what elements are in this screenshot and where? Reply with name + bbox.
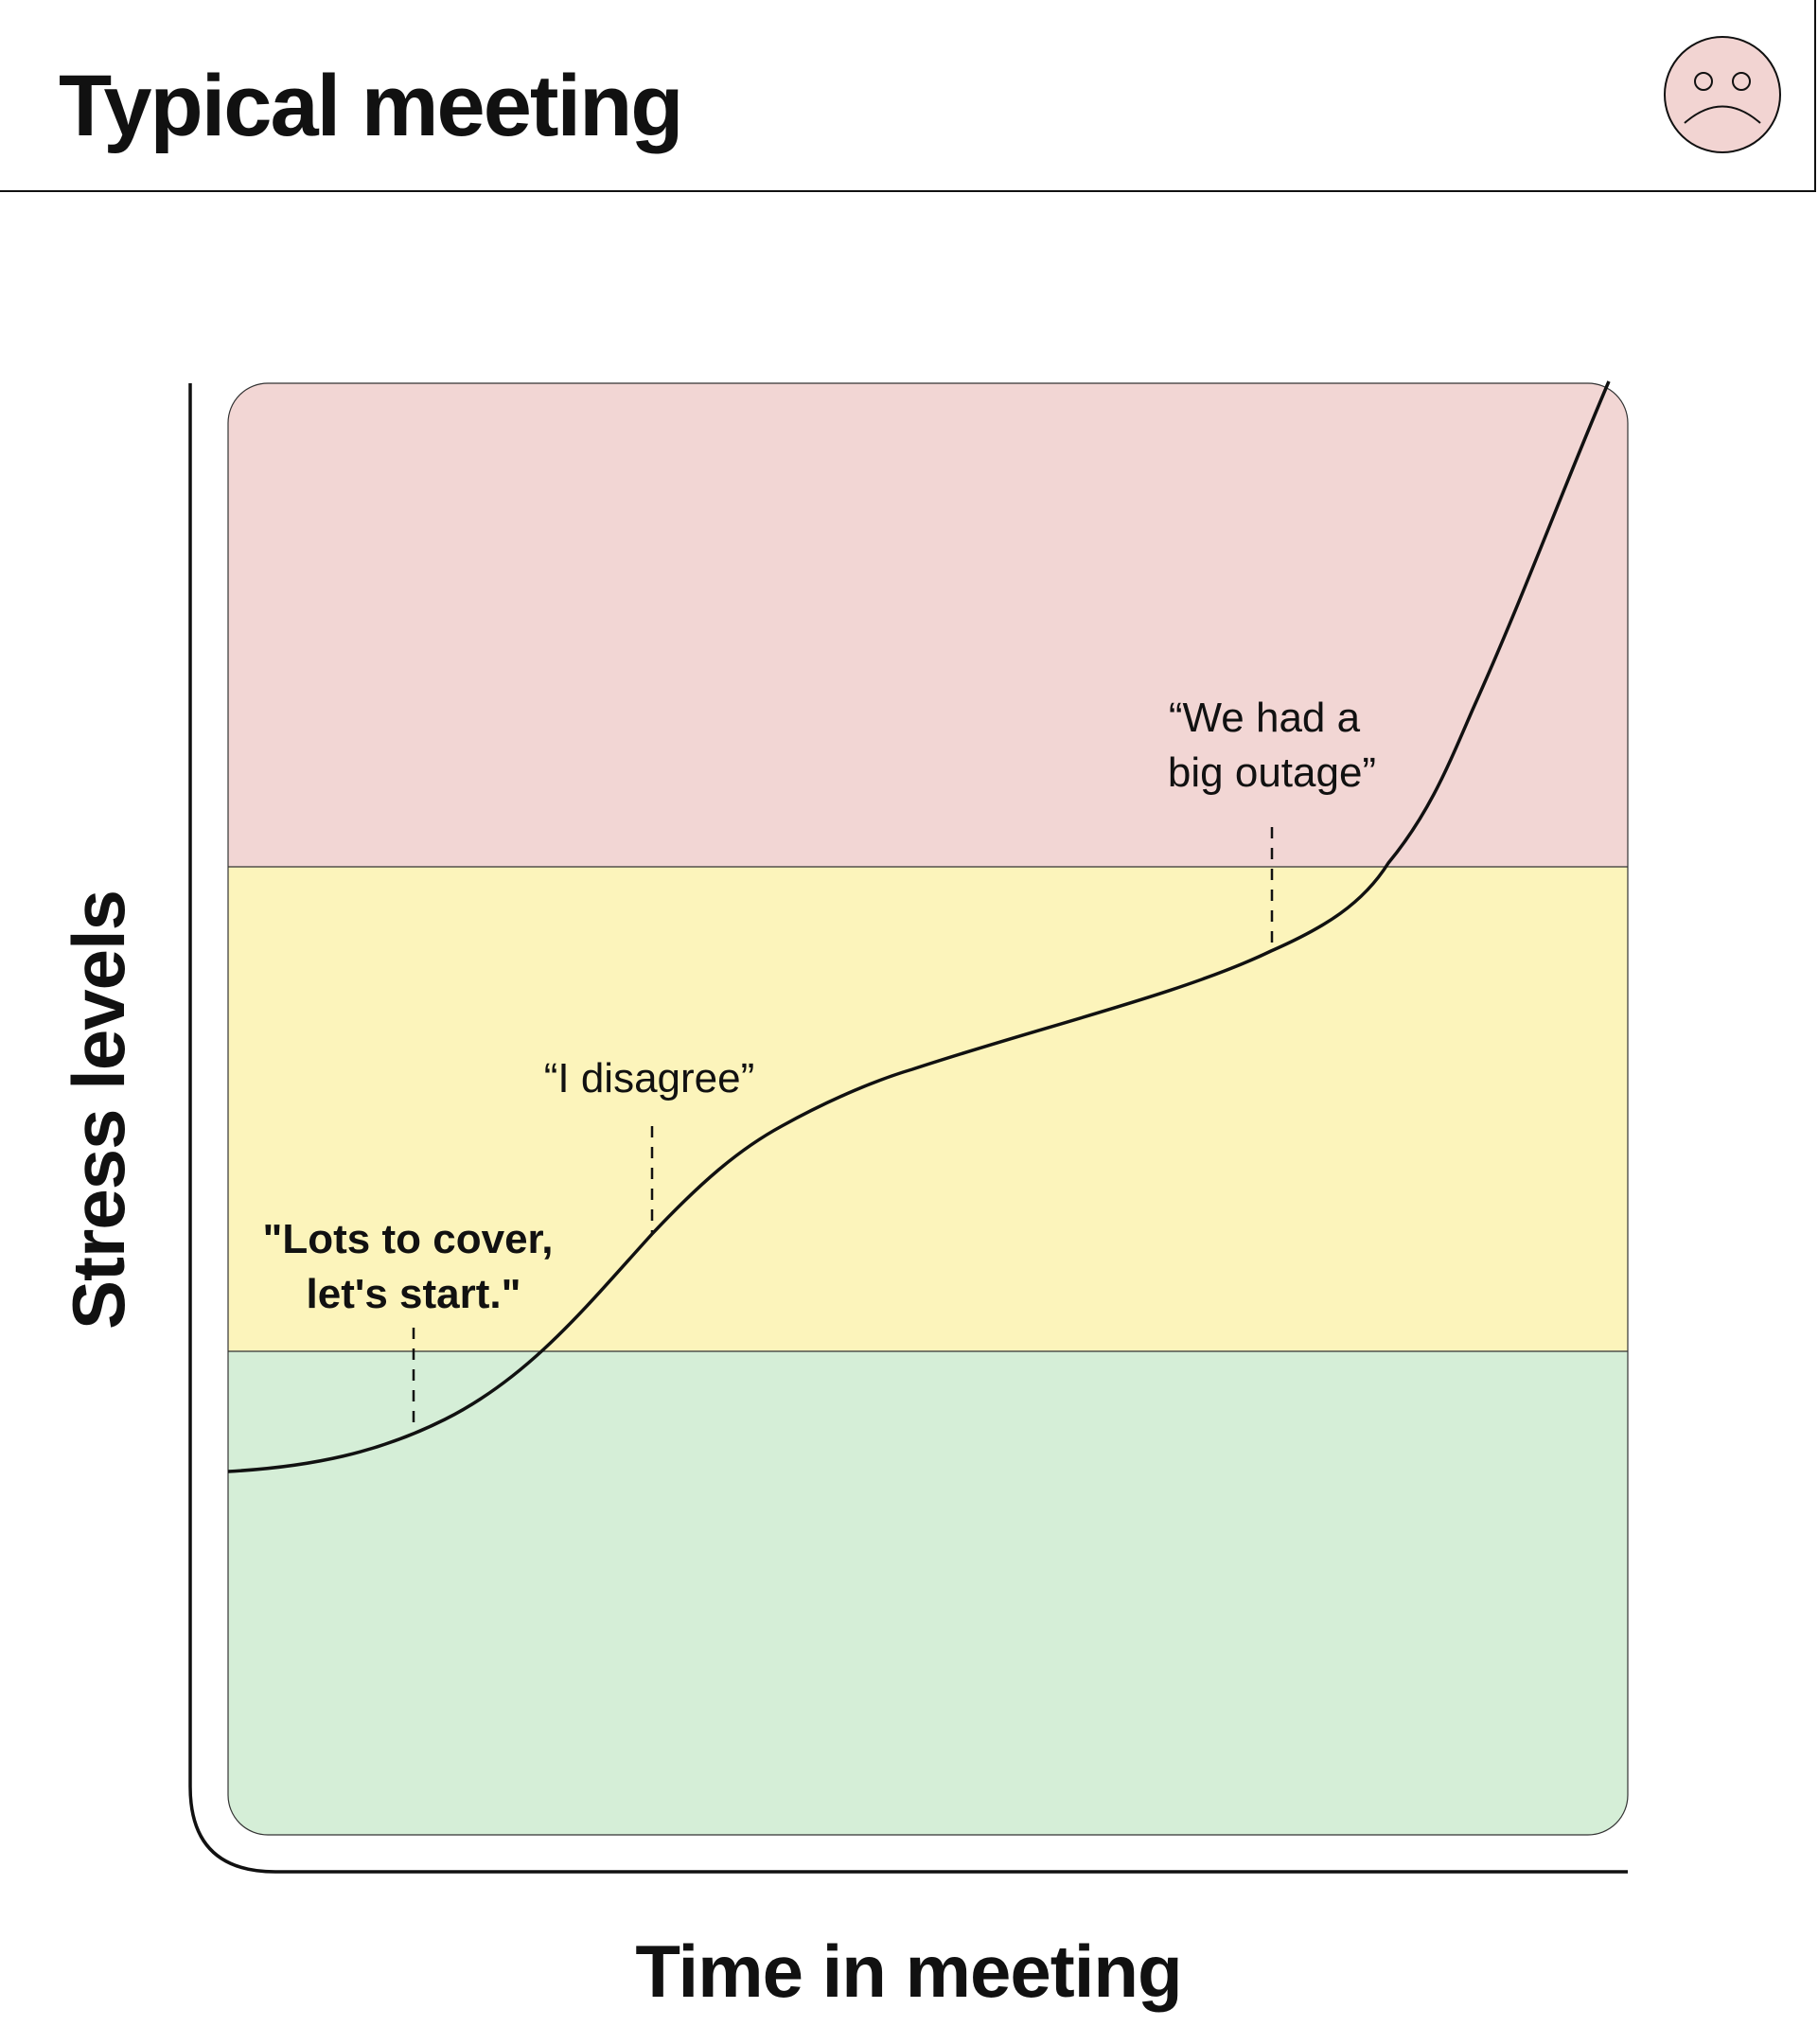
- zone-medium: [228, 867, 1628, 1351]
- title: Typical meeting: [59, 58, 681, 154]
- annotation-text: big outage”: [1168, 749, 1376, 796]
- zones: [228, 383, 1628, 1835]
- y-axis-label: Stress levels: [57, 890, 140, 1330]
- annotation-text: "Lots to cover,: [263, 1216, 554, 1262]
- stress-curve: [227, 380, 1611, 1473]
- annotation-text: let's start.": [307, 1271, 521, 1317]
- x-axis-label: Time in meeting: [635, 1929, 1181, 2013]
- zone-border: [227, 382, 1629, 1836]
- header-box: [0, 0, 1816, 192]
- zone-low: [228, 1351, 1628, 1835]
- annotation-text: “We had a: [1169, 695, 1361, 741]
- axes: [188, 383, 1628, 1874]
- annotation-text: “I disagree”: [544, 1055, 755, 1101]
- sad-face-icon: [1664, 36, 1781, 153]
- zone-high: [228, 383, 1628, 867]
